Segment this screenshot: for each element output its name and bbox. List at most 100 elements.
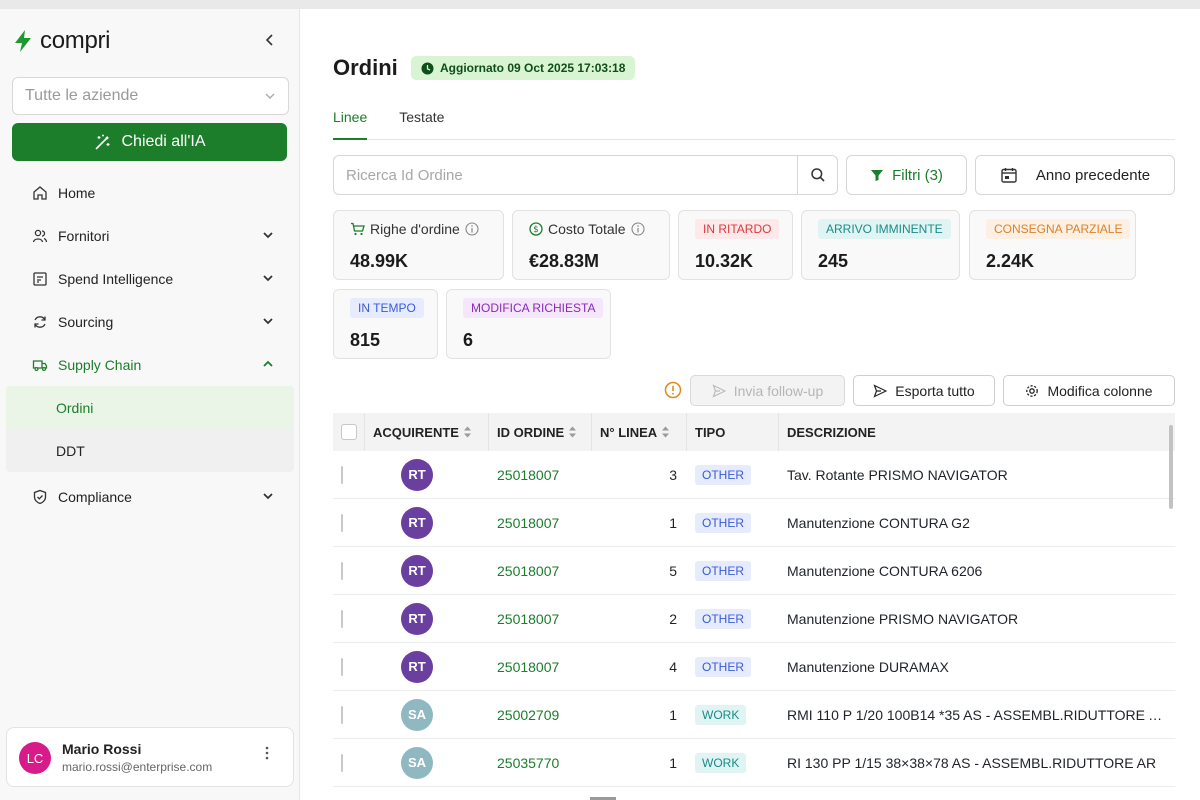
- table-row[interactable]: RT 25018007 1 OTHER Manutenzione CONTURA…: [333, 499, 1175, 547]
- buyer-avatar[interactable]: RT: [401, 506, 433, 539]
- clock-icon: [421, 62, 434, 74]
- buyer-avatar[interactable]: RT: [401, 554, 433, 587]
- ask-ai-button[interactable]: Chiedi all'IA: [12, 123, 287, 161]
- order-id-link[interactable]: 25018007: [497, 658, 560, 675]
- tab-testate[interactable]: Testate: [399, 109, 445, 125]
- sidebar-item-label: Home: [58, 184, 96, 201]
- table-row[interactable]: RT 25018007 2 OTHER Manutenzione PRISMO …: [333, 595, 1175, 643]
- description: Manutenzione PRISMO NAVIGATOR: [787, 610, 1019, 627]
- kpi-value: 2.24K: [986, 251, 1035, 271]
- sidebar-item-compliance[interactable]: Compliance: [0, 475, 300, 518]
- table-row[interactable]: SA 25035770 1 WORK RI 130 PP 1/15 38×38×…: [333, 739, 1175, 787]
- logo[interactable]: compri: [12, 27, 111, 55]
- search-input[interactable]: Ricerca Id Ordine: [346, 166, 463, 184]
- edit-columns-label: Modifica colonne: [1047, 382, 1153, 399]
- row-checkbox[interactable]: [341, 561, 343, 580]
- tab-linee[interactable]: Linee: [333, 105, 368, 140]
- follow-up-button[interactable]: Invia follow-up: [690, 375, 845, 406]
- row-checkbox[interactable]: [341, 609, 343, 628]
- kpi-card-arrivo-imminente[interactable]: ARRIVO IMMINENTE 245: [801, 210, 960, 280]
- company-select-placeholder: Tutte le aziende: [25, 87, 139, 104]
- buyer-avatar[interactable]: SA: [401, 698, 433, 731]
- order-id-link[interactable]: 25018007: [497, 562, 560, 579]
- kpi-label: Righe d'ordine: [370, 221, 460, 237]
- kpi-label: Costo Totale: [548, 221, 626, 237]
- table-row[interactable]: RT 25018007 5 OTHER Manutenzione CONTURA…: [333, 547, 1175, 595]
- period-button[interactable]: Anno precedente: [975, 155, 1175, 195]
- header-n-linea[interactable]: N° LINEA: [592, 413, 687, 451]
- export-all-button[interactable]: Esporta tutto: [853, 375, 995, 406]
- header-id-ordine[interactable]: ID ORDINE: [489, 413, 592, 451]
- header-checkbox-cell: [333, 413, 365, 451]
- buyer-avatar[interactable]: RT: [401, 602, 433, 635]
- resize-handle[interactable]: [590, 797, 616, 800]
- info-icon[interactable]: [465, 222, 479, 236]
- kpi-value: 10.32K: [695, 251, 754, 271]
- row-checkbox[interactable]: [341, 513, 343, 532]
- sidebar-item-supply-chain[interactable]: Supply Chain: [0, 343, 300, 386]
- kpi-label-wrap: Righe d'ordine: [350, 221, 479, 237]
- filters-button[interactable]: Filtri (3): [846, 155, 967, 195]
- buyer-avatar[interactable]: SA: [401, 746, 433, 779]
- supply-chain-submenu: Ordini DDT: [6, 386, 294, 472]
- row-checkbox[interactable]: [341, 753, 343, 772]
- order-id-link[interactable]: 25018007: [497, 610, 560, 627]
- ask-ai-label: Chiedi all'IA: [121, 133, 206, 150]
- description: Manutenzione DURAMAX: [787, 658, 949, 675]
- description: RMI 110 P 1/20 100B14 *35 AS - ASSEMBL.R…: [787, 706, 1170, 723]
- kpi-card-consegna-parziale[interactable]: CONSEGNA PARZIALE 2.24K: [969, 210, 1136, 280]
- sidebar-item-label: Compliance: [58, 488, 132, 505]
- select-all-checkbox[interactable]: [341, 424, 357, 440]
- scrollbar[interactable]: [1169, 425, 1173, 509]
- table-row[interactable]: RT 25018007 4 OTHER Manutenzione DURAMAX: [333, 643, 1175, 691]
- order-id-link[interactable]: 25018007: [497, 466, 560, 483]
- kpi-card-in-ritardo[interactable]: IN RITARDO 10.32K: [678, 210, 793, 280]
- period-label: Anno precedente: [1035, 166, 1151, 184]
- collapse-sidebar-icon[interactable]: [260, 31, 280, 51]
- row-checkbox[interactable]: [341, 705, 343, 724]
- type-cell: WORK: [687, 752, 779, 773]
- search-button[interactable]: [797, 156, 837, 194]
- line-number: 3: [669, 466, 677, 483]
- sidebar-item-home[interactable]: Home: [0, 171, 300, 214]
- status-badge: ARRIVO IMMINENTE: [818, 219, 951, 239]
- filter-icon: [871, 170, 884, 181]
- kpi-card-righe: Righe d'ordine 48.99K: [333, 210, 504, 280]
- header-tipo[interactable]: TIPO: [687, 413, 779, 451]
- sidebar-subitem-ordini[interactable]: Ordini: [6, 386, 294, 429]
- more-vertical-icon[interactable]: [265, 746, 269, 765]
- order-id-link[interactable]: 25018007: [497, 514, 560, 531]
- sidebar-item-spend-intelligence[interactable]: Spend Intelligence: [0, 257, 300, 300]
- kpi-card-in-tempo[interactable]: IN TEMPO 815: [333, 289, 438, 359]
- user-name: Mario Rossi: [62, 741, 142, 757]
- table-row[interactable]: SA 25002709 1 WORK RMI 110 P 1/20 100B14…: [333, 691, 1175, 739]
- edit-columns-button[interactable]: Modifica colonne: [1003, 375, 1175, 406]
- table-body: RT 25018007 3 OTHER Tav. Rotante PRISMO …: [333, 451, 1175, 787]
- buyer-cell: RT: [365, 458, 489, 491]
- table-row[interactable]: RT 25018007 3 OTHER Tav. Rotante PRISMO …: [333, 451, 1175, 499]
- sidebar-item-fornitori[interactable]: Fornitori: [0, 214, 300, 257]
- sidebar-item-label: Supply Chain: [58, 356, 142, 373]
- row-checkbox[interactable]: [341, 465, 343, 484]
- kpi-card-modifica-richiesta[interactable]: MODIFICA RICHIESTA 6: [446, 289, 611, 359]
- buyer-cell: RT: [365, 554, 489, 587]
- company-select[interactable]: Tutte le aziende: [12, 77, 289, 115]
- order-id-link[interactable]: 25002709: [497, 706, 560, 723]
- warning-icon[interactable]: [664, 381, 682, 399]
- user-card[interactable]: LC Mario Rossi mario.rossi@enterprise.co…: [6, 727, 294, 787]
- main-content: Ordini Aggiornato 09 Oct 2025 17:03:18 L…: [301, 9, 1200, 800]
- sidebar-subitem-ddt[interactable]: DDT: [6, 429, 294, 472]
- info-icon[interactable]: [631, 222, 645, 236]
- row-checkbox-cell: [333, 609, 365, 628]
- buyer-avatar[interactable]: RT: [401, 650, 433, 683]
- buyer-avatar[interactable]: RT: [401, 458, 433, 491]
- sidebar-item-sourcing[interactable]: Sourcing: [0, 300, 300, 343]
- row-checkbox[interactable]: [341, 657, 343, 676]
- line-number: 5: [669, 562, 677, 579]
- header-descrizione[interactable]: DESCRIZIONE: [779, 413, 1175, 451]
- order-id-link[interactable]: 25035770: [497, 754, 560, 771]
- chevron-down-icon: [263, 318, 273, 325]
- kpi-value: 245: [818, 251, 849, 271]
- header-acquirente[interactable]: ACQUIRENTE: [365, 413, 489, 451]
- avatar: LC: [19, 742, 51, 774]
